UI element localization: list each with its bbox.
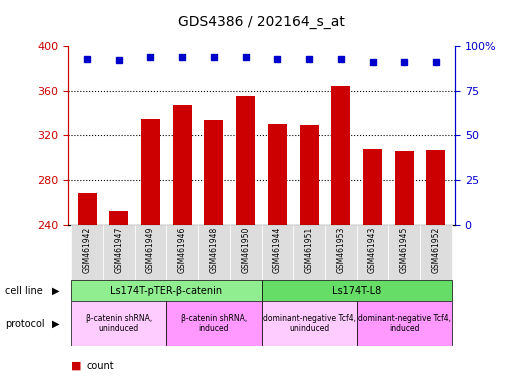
Bar [293,225,325,280]
Text: GSM461948: GSM461948 [209,227,219,273]
Bar [363,149,382,225]
Text: GSM461947: GSM461947 [114,227,123,273]
Bar [141,119,160,225]
Text: GSM461951: GSM461951 [304,227,314,273]
Text: Ls174T-pTER-β-catenin: Ls174T-pTER-β-catenin [110,286,222,296]
Text: ▶: ▶ [52,286,60,296]
Text: GSM461944: GSM461944 [273,227,282,273]
Text: dominant-negative Tcf4,
uninduced: dominant-negative Tcf4, uninduced [263,314,356,333]
Text: ▶: ▶ [52,318,60,329]
Text: GSM461945: GSM461945 [400,227,409,273]
Bar [230,225,262,280]
Bar [357,301,452,346]
Text: GSM461942: GSM461942 [83,227,92,273]
Text: GSM461950: GSM461950 [241,227,250,273]
Text: GDS4386 / 202164_s_at: GDS4386 / 202164_s_at [178,15,345,29]
Bar [198,225,230,280]
Bar [357,225,389,280]
Bar [236,96,255,225]
Bar [103,225,134,280]
Text: protocol: protocol [5,318,45,329]
Text: GSM461953: GSM461953 [336,227,345,273]
Bar [166,301,262,346]
Text: cell line: cell line [5,286,43,296]
Bar [71,301,166,346]
Bar [173,105,192,225]
Bar [204,120,223,225]
Bar [71,280,262,301]
Text: count: count [86,361,114,371]
Bar [166,225,198,280]
Bar [325,225,357,280]
Bar [420,225,452,280]
Text: β-catenin shRNA,
induced: β-catenin shRNA, induced [181,314,247,333]
Text: dominant-negative Tcf4,
induced: dominant-negative Tcf4, induced [358,314,451,333]
Text: GSM461949: GSM461949 [146,227,155,273]
Text: GSM461952: GSM461952 [431,227,440,273]
Bar [331,86,350,225]
Bar [262,225,293,280]
Bar [262,301,357,346]
Bar [300,125,319,225]
Text: Ls174T-L8: Ls174T-L8 [332,286,381,296]
Bar [134,225,166,280]
Text: β-catenin shRNA,
uninduced: β-catenin shRNA, uninduced [86,314,152,333]
Bar [426,150,446,225]
Bar [395,151,414,225]
Bar [109,211,128,225]
Text: GSM461946: GSM461946 [178,227,187,273]
Bar [268,124,287,225]
Bar [262,280,452,301]
Text: ■: ■ [71,361,81,371]
Bar [77,194,97,225]
Bar [71,225,103,280]
Text: GSM461943: GSM461943 [368,227,377,273]
Bar [389,225,420,280]
